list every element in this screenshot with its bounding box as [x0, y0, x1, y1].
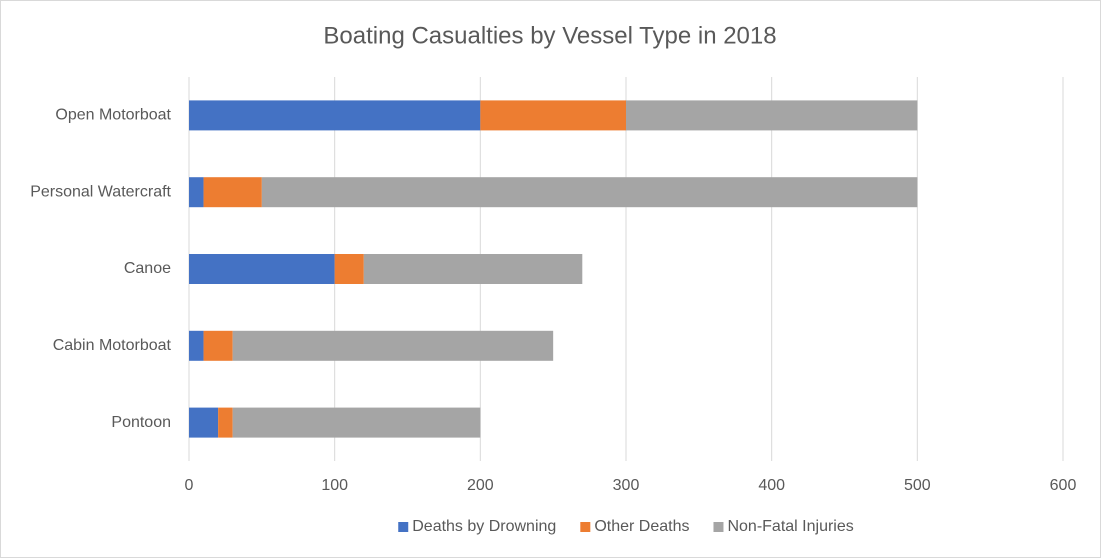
bar-segment — [218, 407, 233, 438]
bar-segment — [626, 100, 918, 131]
y-tick-label: Canoe — [124, 260, 171, 277]
y-tick-label: Personal Watercraft — [30, 183, 171, 200]
bar-segment — [189, 407, 219, 438]
y-tick-label: Pontoon — [111, 414, 171, 431]
bar-segment — [261, 177, 918, 208]
chart-title: Boating Casualties by Vessel Type in 201… — [323, 22, 776, 49]
legend-label: Other Deaths — [594, 518, 689, 535]
bar-segment — [189, 330, 204, 361]
x-tick-label: 300 — [613, 477, 640, 494]
y-tick-label: Cabin Motorboat — [53, 337, 172, 354]
legend-label: Non-Fatal Injuries — [727, 518, 853, 535]
bar-segment — [189, 177, 204, 208]
x-tick-label: 500 — [904, 477, 931, 494]
x-tick-label: 400 — [758, 477, 785, 494]
bar-segment — [203, 177, 262, 208]
x-tick-label: 200 — [467, 477, 494, 494]
legend-swatch — [713, 522, 724, 532]
legend-label: Deaths by Drowning — [412, 518, 556, 535]
bar-segment — [189, 254, 335, 284]
bar-segment — [334, 254, 364, 284]
bar-segment — [203, 330, 233, 361]
legend-swatch — [398, 522, 409, 532]
bar-segment — [232, 407, 481, 438]
y-tick-label: Open Motorboat — [55, 107, 171, 124]
bar-segment — [232, 330, 554, 361]
bar-segment — [363, 254, 583, 284]
legend-swatch — [580, 522, 591, 532]
bar-segment — [480, 100, 626, 131]
x-tick-label: 600 — [1050, 477, 1077, 494]
bar-segment — [189, 100, 481, 131]
x-tick-label: 0 — [185, 477, 194, 494]
x-tick-label: 100 — [321, 477, 348, 494]
